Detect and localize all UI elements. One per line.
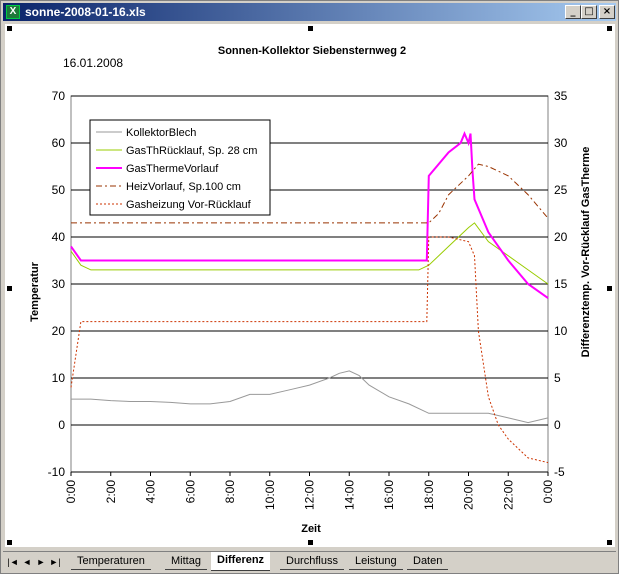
y2-tick-label: 35: [554, 89, 568, 103]
restore-button[interactable]: □: [581, 5, 597, 19]
title-bar[interactable]: X sonne-2008-01-16.xls _ □ ×: [3, 3, 616, 21]
minimize-button[interactable]: _: [565, 5, 581, 19]
y2-tick-label: 20: [554, 230, 568, 244]
sheet-date: 16.01.2008: [63, 56, 123, 70]
chart-sheet[interactable]: Sonnen-Kollektor Siebensternweg 2 16.01.…: [5, 24, 615, 547]
x-tick-label: 6:00: [183, 480, 197, 504]
y-tick-label: 0: [58, 418, 65, 432]
x-axis-label: Zeit: [301, 523, 321, 535]
prev-sheet-button[interactable]: ◄: [22, 557, 32, 567]
x-tick-label: 12:00: [303, 480, 317, 510]
y-tick-label: 30: [52, 277, 66, 291]
window-title: sonne-2008-01-16.xls: [25, 5, 146, 19]
x-tick-label: 10:00: [263, 480, 277, 510]
y-axis-label: Temperatur: [29, 261, 41, 321]
x-tick-label: 22:00: [501, 480, 515, 510]
y2-tick-label: -5: [554, 465, 565, 479]
series-line: [71, 370, 549, 424]
excel-icon: X: [6, 5, 20, 19]
series-line: [71, 163, 549, 224]
selection-handle[interactable]: [308, 26, 313, 31]
x-tick-label: 14:00: [342, 480, 356, 510]
sheet-tabs-bar: |◄ ◄ ► ►| Temperaturen Mittag Differenz …: [3, 551, 616, 572]
tab-daten[interactable]: Daten: [407, 553, 449, 570]
chart-legend: KollektorBlech GasThRücklauf, Sp. 28 cm Ga…: [89, 119, 271, 216]
y-tick-label: 20: [52, 324, 66, 338]
close-button[interactable]: ×: [599, 5, 615, 19]
selection-handle[interactable]: [7, 26, 12, 31]
y-tick-label: 50: [52, 183, 66, 197]
legend-label: GasThRücklauf, Sp. 28 cm: [126, 145, 257, 157]
x-tick-label: 16:00: [382, 480, 396, 510]
y-tick-label: -10: [48, 465, 66, 479]
y2-tick-label: 5: [554, 371, 561, 385]
x-tick-label: 4:00: [144, 480, 158, 504]
y2-tick-label: 0: [554, 418, 561, 432]
line-chart[interactable]: Sonnen-Kollektor Siebensternweg 2 16.01.…: [5, 24, 615, 547]
legend-label: KollektorBlech: [126, 127, 196, 139]
first-sheet-button[interactable]: |◄: [7, 557, 19, 567]
y-tick-label: 40: [52, 230, 66, 244]
series-line: [70, 222, 549, 285]
y2-tick-label: 25: [554, 183, 568, 197]
x-tick-label: 8:00: [223, 480, 237, 504]
series-line: [70, 236, 549, 464]
x-tick-label: 2:00: [104, 480, 118, 504]
y2-tick-label: 30: [554, 136, 568, 150]
selection-handle[interactable]: [607, 540, 612, 545]
selection-handle[interactable]: [7, 540, 12, 545]
selection-handle[interactable]: [607, 26, 612, 31]
selection-handle[interactable]: [607, 286, 612, 291]
y-tick-label: 10: [52, 371, 66, 385]
selection-handle[interactable]: [308, 540, 313, 545]
y-tick-label: 70: [52, 89, 66, 103]
y-tick-label: 60: [52, 136, 66, 150]
y2-tick-label: 15: [554, 277, 568, 291]
y2-axis-label: Differenztemp. Vor-Rücklauf GasTherme: [580, 147, 592, 358]
next-sheet-button[interactable]: ►: [36, 557, 46, 567]
legend-label: Gasheizung Vor-Rücklauf: [126, 199, 252, 211]
tab-leistung[interactable]: Leistung: [349, 553, 403, 570]
x-tick-label: 18:00: [422, 480, 436, 510]
y2-tick-label: 10: [554, 324, 568, 338]
x-tick-label: 0:00: [541, 480, 555, 504]
tab-mittag[interactable]: Mittag: [165, 553, 207, 570]
legend-label: GasThermeVorlauf: [126, 163, 219, 175]
last-sheet-button[interactable]: ►|: [49, 557, 61, 567]
tab-differenz[interactable]: Differenz: [211, 552, 271, 571]
series-line: [70, 131, 549, 299]
legend-label: HeizVorlauf, Sp.100 cm: [126, 181, 241, 193]
tab-temperaturen[interactable]: Temperaturen: [71, 553, 151, 570]
chart-title: Sonnen-Kollektor Siebensternweg 2: [218, 45, 406, 57]
tab-durchfluss[interactable]: Durchfluss: [280, 553, 344, 570]
x-tick-label: 0:00: [64, 480, 78, 504]
x-tick-label: 20:00: [462, 480, 476, 510]
selection-handle[interactable]: [7, 286, 12, 291]
